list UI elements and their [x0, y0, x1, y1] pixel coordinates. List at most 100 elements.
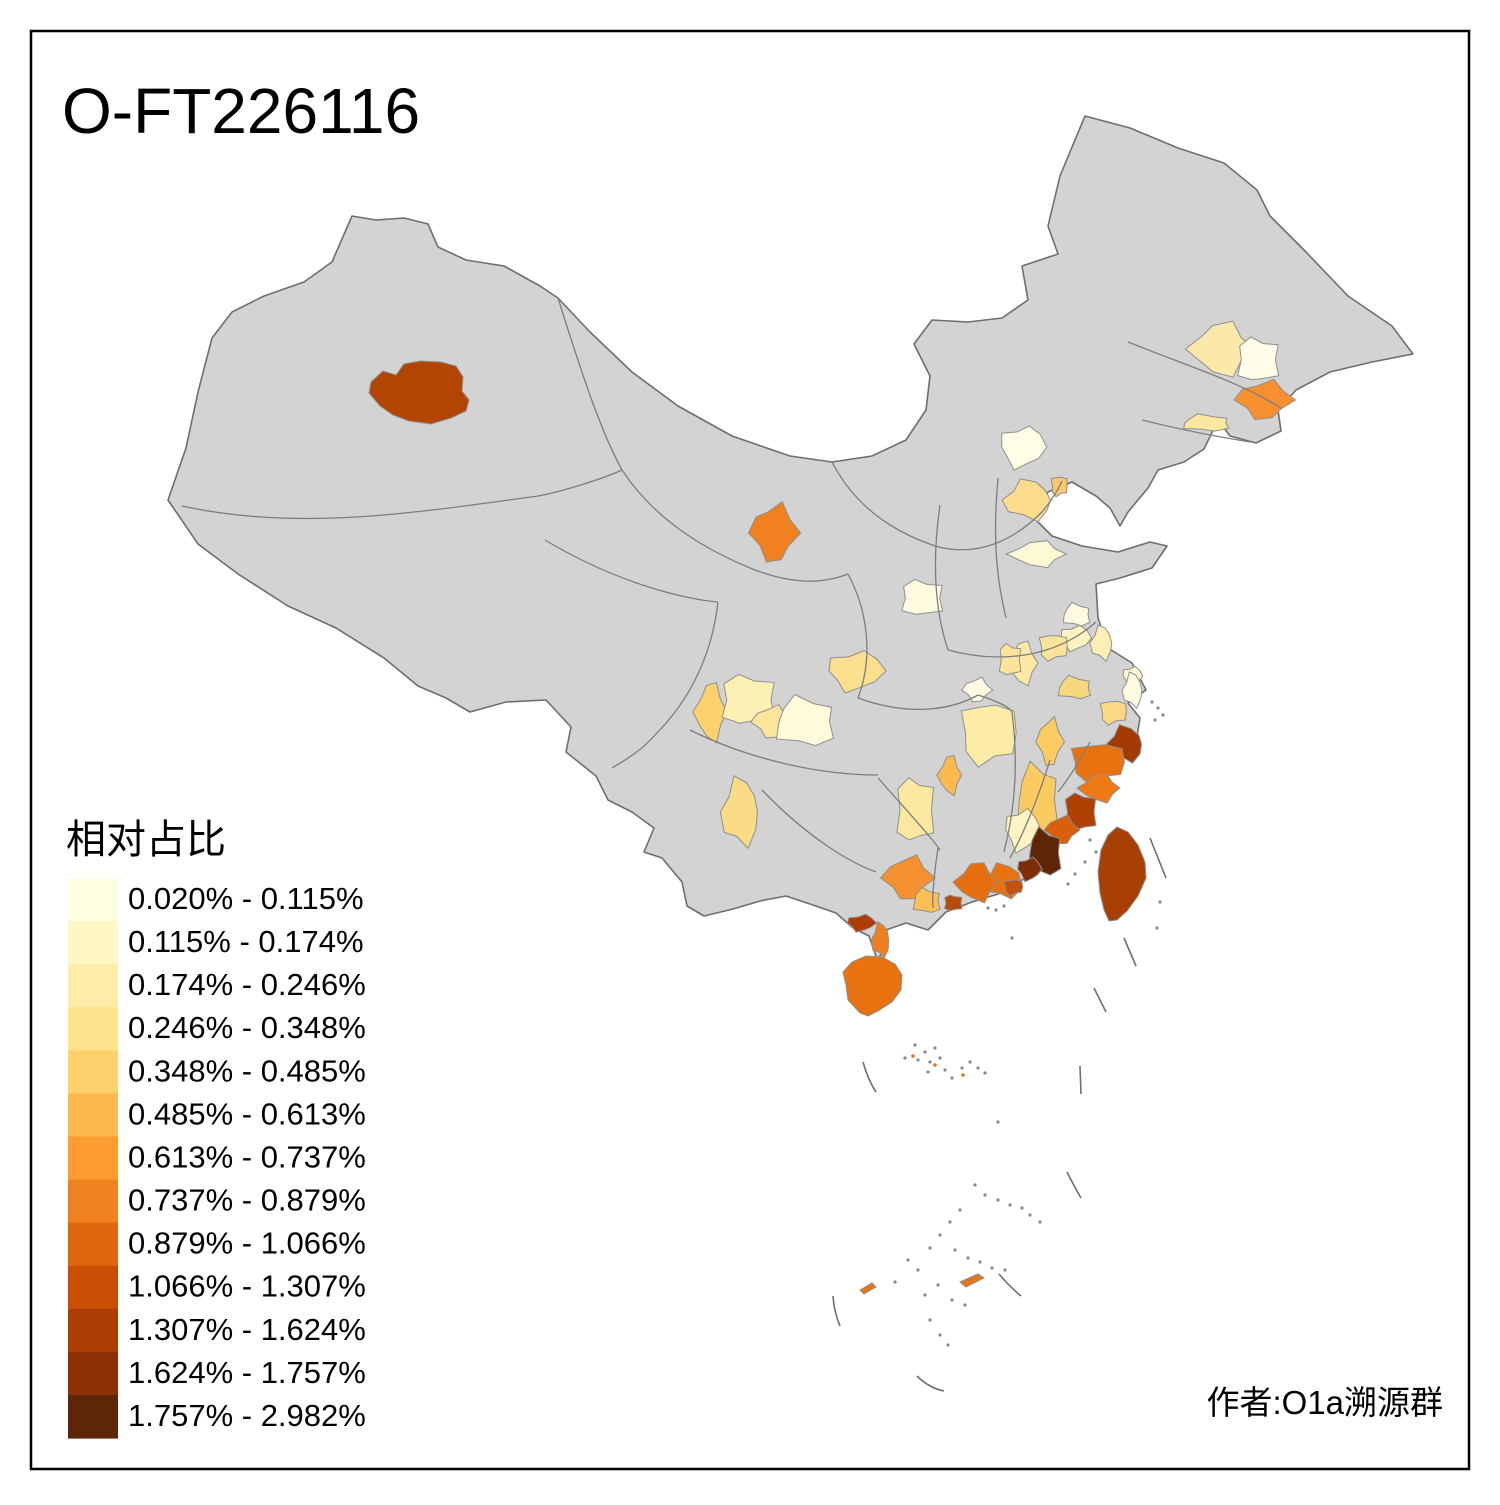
island-speck: [1094, 850, 1098, 854]
region-sichuan-west: [692, 681, 728, 744]
region-zhangjiakou: [1001, 478, 1052, 523]
island-speck: [923, 1293, 927, 1297]
legend-swatch: [68, 964, 118, 1008]
sea-islands: [893, 700, 1165, 1347]
region-lishui: [1070, 744, 1125, 784]
island-speck: [946, 1343, 950, 1347]
island-speck: [996, 1120, 1000, 1124]
region-jiangsu-coastal: [1089, 624, 1113, 663]
legend-label: 1.624% - 1.757%: [128, 1355, 366, 1390]
legend-label: 0.613% - 0.737%: [128, 1140, 366, 1175]
legend-label: 0.485% - 0.613%: [128, 1096, 366, 1131]
island-speck: [1028, 1213, 1032, 1217]
region-anhui-north: [1038, 635, 1068, 662]
page-title: O-FT226116: [62, 75, 420, 147]
legend-label: 0.020% - 0.115%: [128, 881, 364, 916]
legend-label: 0.246% - 0.348%: [128, 1010, 366, 1045]
island-speck: [913, 1043, 917, 1047]
region-anhui-south: [1057, 674, 1092, 700]
region-jiangsu-north: [1062, 601, 1091, 627]
island-speck-orange: [933, 1063, 937, 1067]
region-taiwan: [1097, 826, 1147, 922]
region-yunnan-northeast: [719, 775, 759, 850]
legend-swatch: [68, 1179, 118, 1224]
island-speck: [996, 1198, 1000, 1202]
legend: 0.020% - 0.115% 0.115% - 0.174% 0.174% - 0…: [68, 878, 366, 1439]
island-speck: [1002, 904, 1006, 908]
island-speck: [938, 1233, 942, 1237]
island-speck: [943, 1068, 947, 1072]
legend-label: 1.307% - 1.624%: [128, 1312, 366, 1347]
island-speck: [978, 1260, 982, 1264]
legend-swatch: [68, 1222, 118, 1267]
region-guangdong-west: [952, 862, 999, 904]
region-scs-island-strip-a: [959, 1273, 985, 1288]
region-hainan: [842, 955, 903, 1017]
data-regions: [368, 320, 1297, 1295]
legend-swatch: [68, 1050, 118, 1094]
island-speck: [928, 1246, 932, 1250]
island-speck: [928, 1318, 932, 1322]
island-speck: [916, 1058, 920, 1062]
island-speck: [906, 1258, 910, 1262]
island-speck: [1008, 1203, 1012, 1207]
region-xinjiang-north: [368, 360, 470, 425]
island-speck: [983, 1071, 987, 1075]
island-speck: [926, 1070, 930, 1074]
legend-swatch: [68, 921, 118, 965]
region-shanxi-central: [1005, 540, 1068, 569]
island-speck: [1038, 1220, 1042, 1224]
legend-title: 相对占比: [66, 818, 226, 862]
island-speck: [976, 1066, 980, 1070]
island-speck: [1155, 926, 1159, 930]
island-speck: [1161, 713, 1165, 717]
island-speck: [928, 1060, 932, 1064]
region-hunan-west: [936, 754, 963, 797]
legend-label: 0.115% - 0.174%: [128, 924, 364, 959]
island-speck: [960, 1066, 964, 1070]
island-speck: [938, 1333, 942, 1337]
island-speck-orange: [961, 1073, 965, 1077]
legend-label: 0.174% - 0.246%: [128, 967, 366, 1002]
island-speck: [933, 1046, 937, 1050]
region-shanxi-south: [901, 578, 944, 615]
island-speck: [953, 1248, 957, 1252]
legend-label: 0.348% - 0.485%: [128, 1053, 366, 1088]
legend-label: 0.879% - 1.066%: [128, 1226, 366, 1261]
island-speck: [1150, 700, 1154, 704]
island-speck: [983, 1193, 987, 1197]
region-ningbo-coast: [1121, 671, 1143, 710]
region-zhejiang-west: [1035, 715, 1065, 766]
legend-swatch: [68, 1351, 118, 1396]
region-changchun-west: [1183, 413, 1230, 432]
legend-label: 1.066% - 1.307%: [128, 1269, 366, 1304]
island-speck: [1158, 900, 1162, 904]
island-speck: [1083, 860, 1087, 864]
region-guilin-liuzhou: [896, 777, 935, 841]
legend-label: 1.757% - 2.982%: [128, 1398, 366, 1433]
island-speck: [1088, 838, 1092, 842]
legend-swatch: [68, 1395, 118, 1439]
region-heilongjiang-suihua: [1184, 320, 1256, 378]
region-hubei-east: [998, 642, 1022, 676]
island-speck: [1020, 1206, 1024, 1210]
region-hubei-central: [961, 676, 994, 703]
plot-frame: [29, 29, 1471, 1471]
island-speck: [973, 1183, 977, 1187]
island-speck: [994, 908, 998, 912]
attribution: 作者:O1a溯源群: [1206, 1384, 1443, 1421]
region-chongqing: [776, 693, 835, 747]
island-speck: [1003, 1268, 1007, 1272]
region-yangjiang: [944, 894, 963, 912]
region-chaoshan-dark: [1003, 879, 1024, 897]
island-speck: [958, 1208, 962, 1212]
region-fuzhou: [1064, 792, 1097, 831]
island-speck: [963, 1303, 967, 1307]
island-speck: [923, 1050, 927, 1054]
region-ningxia: [747, 500, 802, 563]
island-speck: [916, 1268, 920, 1272]
island-speck: [1156, 706, 1160, 710]
region-jilin-east: [1233, 378, 1297, 421]
